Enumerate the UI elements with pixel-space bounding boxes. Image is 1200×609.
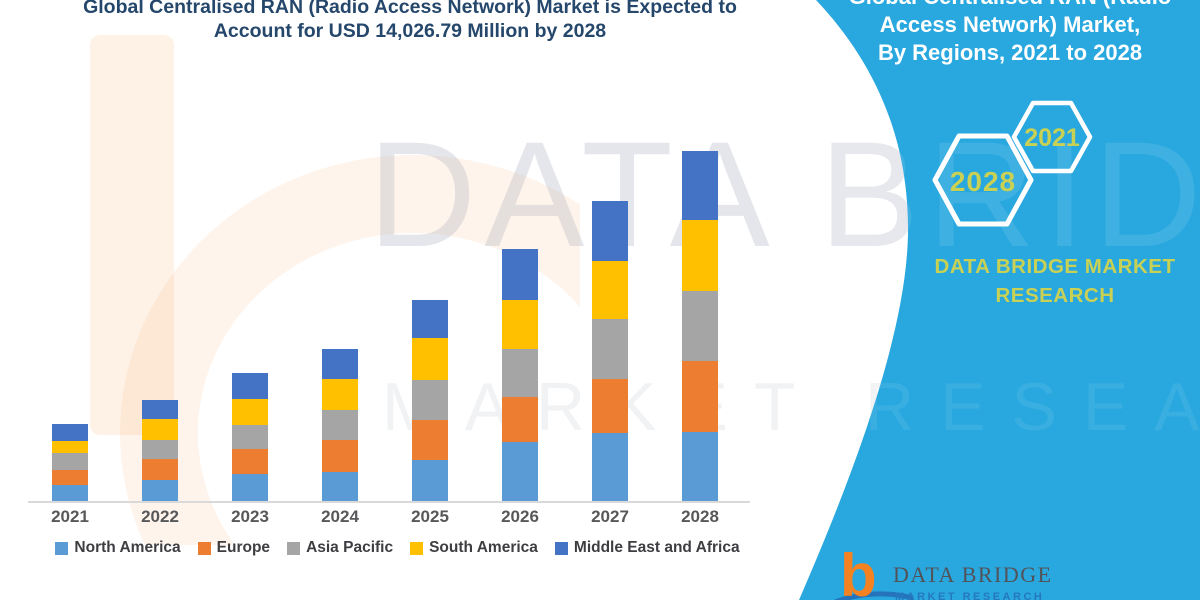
panel-brand-line2: RESEARCH: [995, 284, 1115, 307]
logo-b-icon: b: [840, 542, 877, 609]
legend-swatch-icon: [287, 541, 301, 555]
legend-label: Europe: [216, 539, 271, 556]
legend-label: North America: [74, 539, 181, 556]
legend-label: Middle East and Africa: [573, 539, 740, 556]
side-panel-title-line1: Access Network) Market,: [879, 12, 1141, 37]
hexagon-2021-outline: [1011, 100, 1093, 174]
legend-item-asia-pacific: Asia Pacific: [287, 539, 393, 557]
x-axis-line: [28, 501, 750, 503]
side-panel-title-clipped-line: Global Centralised RAN (Radio: [828, 0, 1192, 11]
legend-item-europe: Europe: [197, 539, 271, 557]
side-panel-title-line2: By Regions, 2021 to 2028: [877, 40, 1143, 65]
side-panel-title: Global Centralised RAN (Radio Access Net…: [828, 0, 1192, 67]
chart-title: Global Centralised RAN (Radio Access Net…: [40, 0, 780, 43]
databridge-logo: b DATA BRIDGE MARKET RESEARCH: [835, 546, 1195, 606]
chart-legend: North America Europe Asia Pacific South Ame…: [25, 539, 770, 557]
chart-title-line1: Global Centralised RAN (Radio Access Net…: [83, 0, 737, 18]
legend-swatch-icon: [554, 541, 568, 555]
chart-title-line2: Account for USD 14,026.79 Million by 202…: [213, 20, 607, 42]
logo-name-text: DATA BRIDGE: [893, 562, 1053, 587]
legend-label: Asia Pacific: [306, 539, 394, 556]
legend-swatch-icon: [197, 541, 211, 555]
legend-item-south-america: South America: [410, 539, 538, 557]
legend-swatch-icon: [410, 541, 424, 555]
hexagon-year-2028: 2028: [949, 166, 1017, 197]
side-panel-background: [799, 0, 1200, 600]
legend-swatch-icon: [55, 541, 69, 555]
hexagon-year-2021: 2021: [1024, 124, 1080, 152]
legend-item-middle-east-and-africa: Middle East and Africa: [554, 539, 740, 557]
legend-label: South America: [429, 539, 538, 556]
hexagon-2028-outline: [932, 133, 1034, 227]
panel-brand-line1: DATA BRIDGE MARKET: [934, 255, 1176, 278]
logo-sub-text: MARKET RESEARCH: [895, 591, 1045, 603]
legend-item-north-america: North America: [55, 539, 181, 557]
panel-brand-text: DATA BRIDGE MARKET RESEARCH: [900, 252, 1200, 310]
